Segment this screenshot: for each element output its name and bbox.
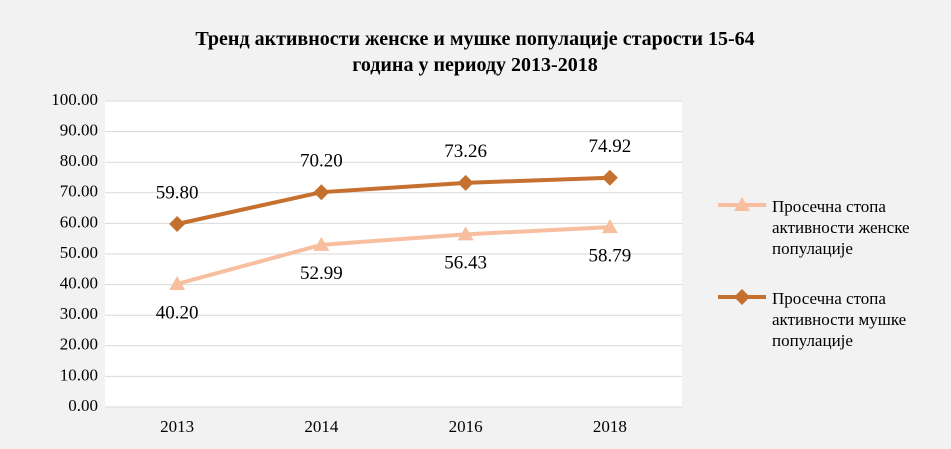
chart-title: Тренд активности женске и мушке популаци…	[195, 28, 754, 76]
y-tick-label: 80.00	[60, 151, 98, 170]
legend-label: Просечна стопа активности мушке популаци…	[772, 289, 907, 350]
data-label: 74.92	[589, 136, 632, 157]
y-tick-label: 40.00	[60, 274, 98, 293]
y-tick-label: 20.00	[60, 335, 98, 354]
marker	[169, 275, 186, 290]
data-label: 58.79	[589, 245, 632, 266]
marker	[457, 226, 474, 241]
legend-label: Просечна стопа активности женске популац…	[772, 197, 910, 258]
line	[176, 225, 610, 286]
chart-title-line: Тренд активности женске и мушке популаци…	[195, 28, 754, 50]
y-tick-label: 100.00	[51, 90, 98, 109]
data-label: 73.26	[444, 141, 487, 162]
marker	[169, 216, 186, 233]
marker	[601, 219, 618, 234]
data-label: 56.43	[444, 253, 487, 274]
y-tick-label: 10.00	[60, 365, 98, 384]
y-tick-label: 70.00	[60, 182, 98, 201]
data-label: 40.20	[156, 302, 199, 323]
line	[176, 175, 610, 226]
data-label: 70.20	[300, 151, 343, 172]
chart-title-line: година у периоду 2013-2018	[352, 54, 597, 76]
y-tick-label: 30.00	[60, 304, 98, 323]
data-label: 59.80	[156, 182, 199, 203]
y-tick-label: 50.00	[60, 243, 98, 262]
y-tick-label: 60.00	[60, 212, 98, 231]
marker	[313, 184, 330, 201]
y-tick-label: 90.00	[60, 121, 98, 140]
marker	[601, 169, 618, 186]
x-tick-label: 2016	[449, 417, 483, 436]
marker	[313, 236, 330, 251]
x-tick-label: 2014	[304, 417, 339, 436]
x-tick-label: 2018	[593, 417, 627, 436]
y-tick-label: 0.00	[68, 396, 98, 415]
marker	[457, 174, 474, 191]
marker	[734, 197, 750, 211]
data-label: 52.99	[300, 263, 343, 284]
x-tick-label: 2013	[160, 417, 194, 436]
marker	[734, 289, 750, 305]
